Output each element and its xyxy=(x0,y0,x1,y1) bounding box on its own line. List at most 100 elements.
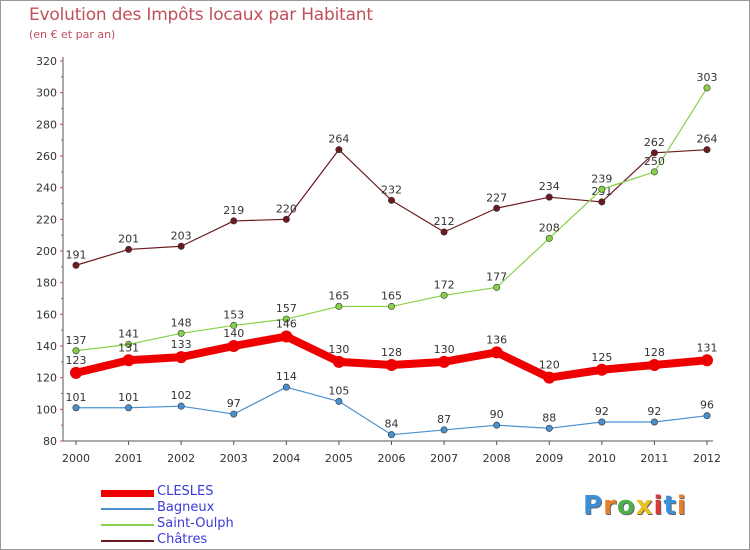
data-point-bagneux xyxy=(440,426,448,434)
data-label-ch-tres: 262 xyxy=(644,136,665,149)
data-point-ch-tres xyxy=(440,228,448,236)
data-point-saint-oulph xyxy=(177,329,185,337)
y-tick-label: 260 xyxy=(36,150,57,163)
data-point-ch-tres xyxy=(282,215,290,223)
data-label-bagneux: 92 xyxy=(595,405,609,418)
data-label-clesles: 125 xyxy=(591,351,612,364)
data-point-ch-tres xyxy=(177,242,185,250)
data-label-saint-oulph: 303 xyxy=(697,71,718,84)
legend-swatch-chatres xyxy=(101,540,154,542)
data-point-bagneux xyxy=(703,412,711,420)
data-point-ch-tres xyxy=(335,146,343,154)
data-point-saint-oulph xyxy=(440,291,448,299)
y-tick-label: 80 xyxy=(43,435,57,448)
y-tick-label: 220 xyxy=(36,213,57,226)
y-tick-label: 240 xyxy=(36,182,57,195)
x-tick-label: 2001 xyxy=(115,452,143,465)
data-label-bagneux: 88 xyxy=(542,411,556,424)
data-point-clesles xyxy=(490,346,503,359)
data-point-bagneux xyxy=(72,404,80,412)
data-label-ch-tres: 212 xyxy=(434,215,455,228)
data-label-clesles: 128 xyxy=(644,346,665,359)
data-point-ch-tres xyxy=(230,217,238,225)
data-point-clesles xyxy=(280,330,293,343)
data-label-saint-oulph: 250 xyxy=(644,155,665,168)
data-point-bagneux xyxy=(387,431,395,439)
data-point-clesles xyxy=(70,366,82,379)
x-tick-label: 2010 xyxy=(588,452,616,465)
data-point-clesles xyxy=(385,359,398,371)
data-point-clesles xyxy=(438,355,451,368)
data-label-saint-oulph: 137 xyxy=(66,334,87,347)
data-label-bagneux: 84 xyxy=(385,418,399,431)
data-point-saint-oulph xyxy=(282,315,290,323)
legend-swatch-bagneux xyxy=(101,508,154,510)
data-point-saint-oulph xyxy=(545,234,553,242)
data-point-saint-oulph xyxy=(387,302,395,310)
data-point-saint-oulph xyxy=(703,84,711,92)
data-point-saint-oulph xyxy=(335,302,343,310)
x-tick-label: 2012 xyxy=(693,452,721,465)
data-point-bagneux xyxy=(125,404,133,412)
y-tick-label: 140 xyxy=(36,340,57,353)
data-label-ch-tres: 234 xyxy=(539,180,560,193)
data-point-saint-oulph xyxy=(72,347,80,355)
logo-letter: i xyxy=(653,491,664,521)
data-label-saint-oulph: 165 xyxy=(381,289,402,302)
data-label-bagneux: 101 xyxy=(66,391,87,404)
data-label-clesles: 146 xyxy=(276,318,297,331)
data-point-ch-tres xyxy=(125,245,133,253)
data-point-ch-tres xyxy=(545,193,553,201)
legend-label-bagneux: Bagneux xyxy=(157,500,215,515)
data-label-ch-tres: 203 xyxy=(171,229,192,242)
y-tick-label: 160 xyxy=(36,308,57,321)
data-label-ch-tres: 191 xyxy=(66,248,87,261)
data-point-clesles xyxy=(648,359,661,371)
data-label-clesles: 130 xyxy=(434,343,455,356)
data-point-bagneux xyxy=(493,421,501,429)
data-label-clesles: 140 xyxy=(223,327,244,340)
logo-letter: t xyxy=(663,491,677,521)
data-point-ch-tres xyxy=(72,261,80,269)
data-label-bagneux: 97 xyxy=(227,397,241,410)
data-label-bagneux: 101 xyxy=(118,391,139,404)
data-label-ch-tres: 264 xyxy=(328,133,349,146)
x-tick-label: 2007 xyxy=(430,452,458,465)
data-point-clesles xyxy=(332,355,345,368)
data-label-clesles: 130 xyxy=(328,343,349,356)
data-label-saint-oulph: 157 xyxy=(276,302,297,315)
series-line-saint-oulph xyxy=(75,87,708,352)
legend-label-clesles: CLESLES xyxy=(157,484,214,499)
data-point-bagneux xyxy=(545,424,553,432)
x-tick-label: 2002 xyxy=(167,452,195,465)
x-tick-label: 2006 xyxy=(378,452,406,465)
data-point-saint-oulph xyxy=(650,168,658,176)
legend-label-saint-oulph: Saint-Oulph xyxy=(157,516,234,531)
data-label-bagneux: 102 xyxy=(171,389,192,402)
y-tick-label: 300 xyxy=(36,87,57,100)
data-label-bagneux: 92 xyxy=(647,405,661,418)
data-point-bagneux xyxy=(598,418,606,426)
data-label-bagneux: 90 xyxy=(490,408,504,421)
chart-title: Evolution des Impôts locaux par Habitant xyxy=(29,5,373,25)
x-tick-label: 2009 xyxy=(535,452,563,465)
x-tick-label: 2003 xyxy=(220,452,248,465)
legend-swatch-clesles xyxy=(101,490,154,497)
data-point-bagneux xyxy=(650,418,658,426)
data-label-ch-tres: 219 xyxy=(223,204,244,217)
data-point-clesles xyxy=(122,354,135,367)
data-label-saint-oulph: 165 xyxy=(328,289,349,302)
legend-swatch-saint-oulph xyxy=(101,524,154,526)
y-tick-label: 320 xyxy=(36,55,57,68)
data-label-clesles: 136 xyxy=(486,333,507,346)
data-point-clesles xyxy=(175,351,188,364)
data-point-ch-tres xyxy=(493,204,501,212)
data-label-saint-oulph: 208 xyxy=(539,221,560,234)
data-label-clesles: 120 xyxy=(539,359,560,372)
data-point-saint-oulph xyxy=(493,283,501,291)
data-point-saint-oulph xyxy=(598,185,606,193)
data-label-saint-oulph: 141 xyxy=(118,327,139,340)
data-label-ch-tres: 232 xyxy=(381,183,402,196)
y-tick-label: 200 xyxy=(36,245,57,258)
